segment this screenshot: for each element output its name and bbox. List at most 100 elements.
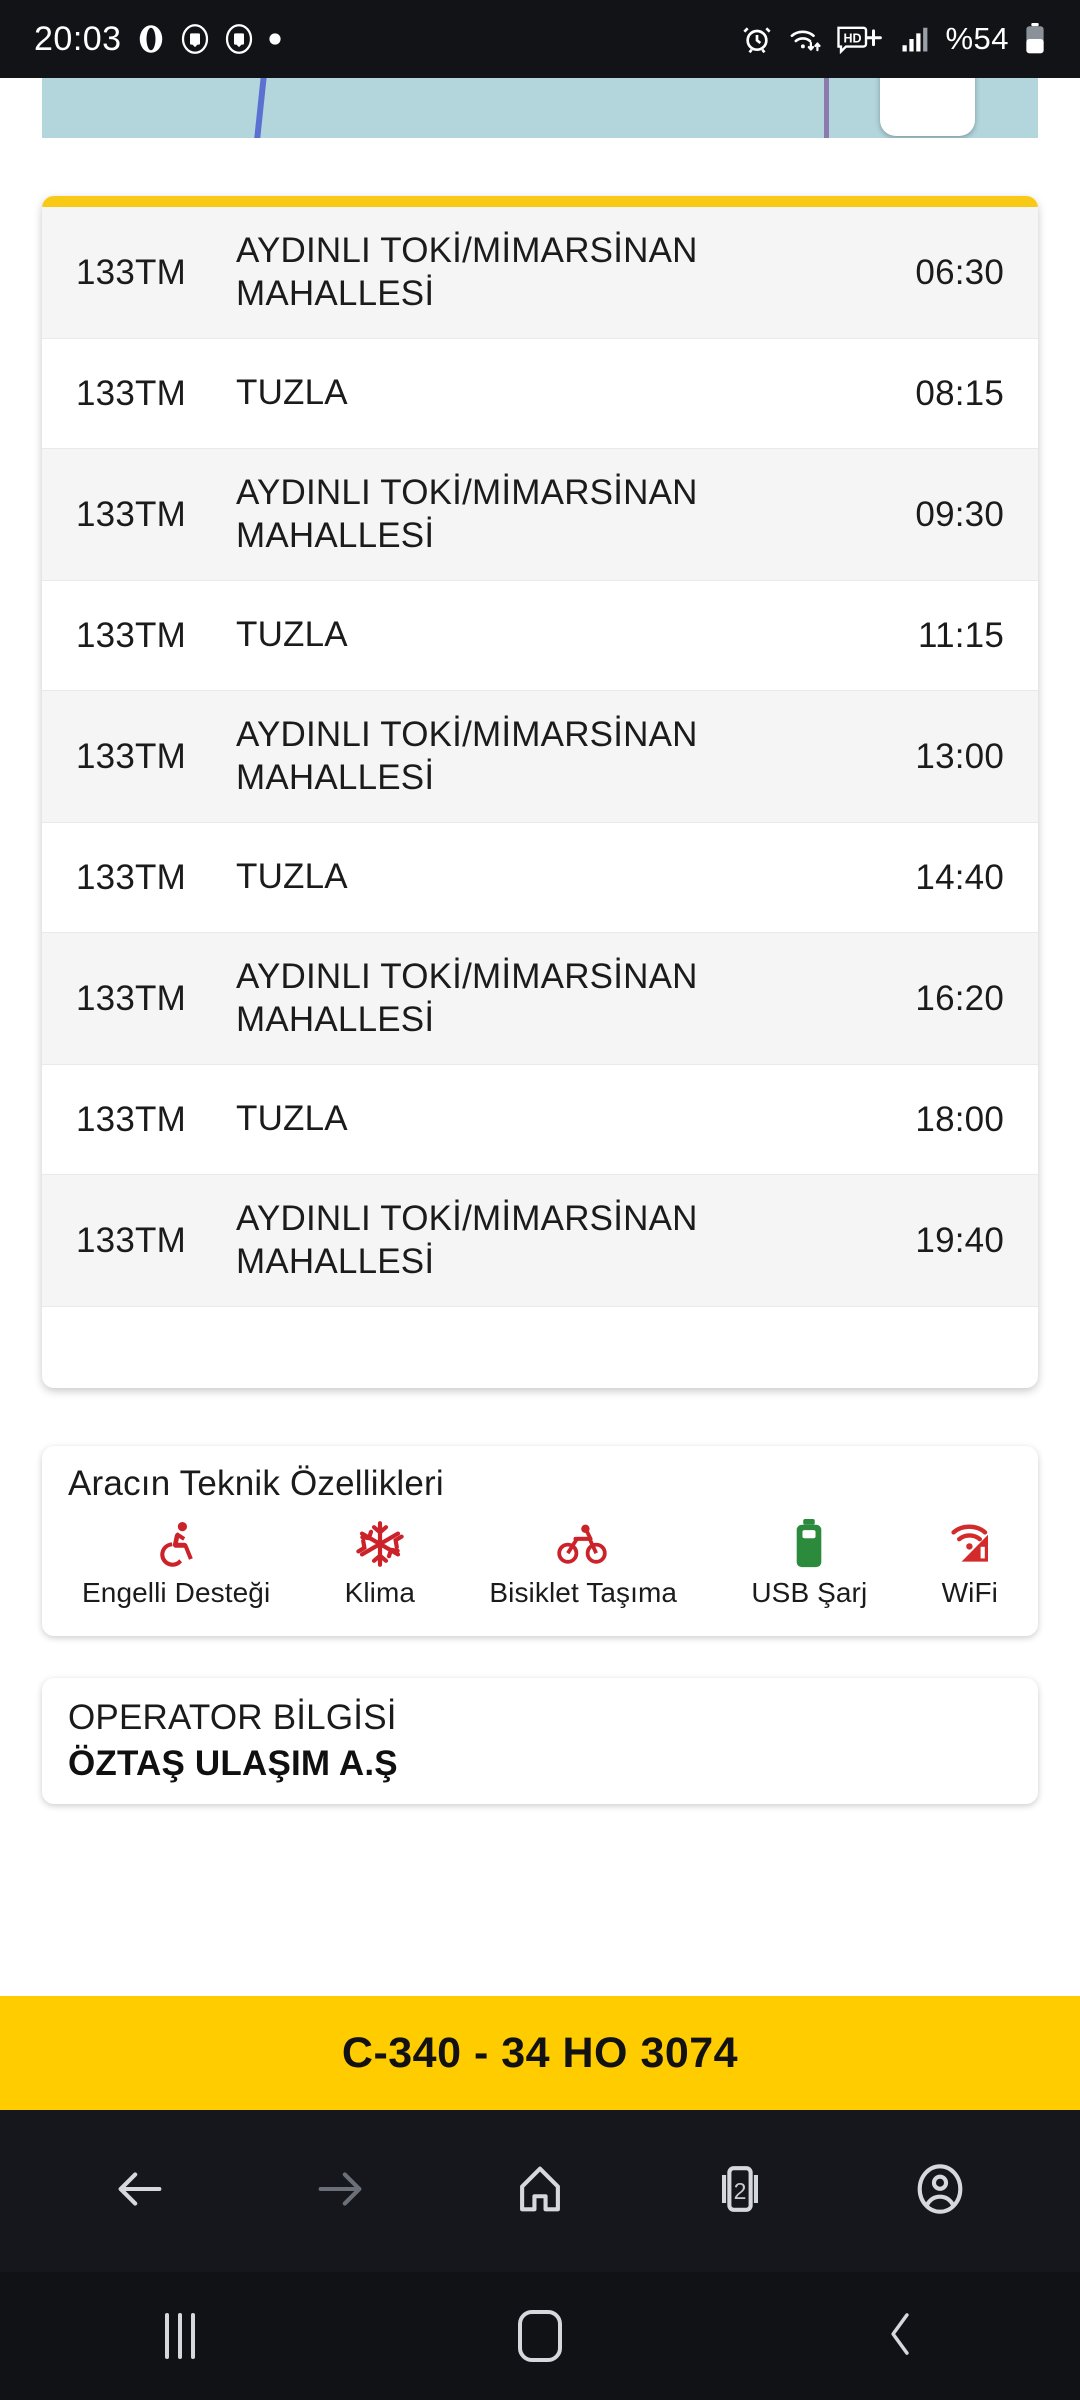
operator-name: ÖZTAŞ ULAŞIM A.Ş xyxy=(68,1744,398,1783)
departure-time: 16:20 xyxy=(915,978,1004,1018)
schedule-row[interactable]: 133TM AYDINLI TOKİ/MİMARSİNAN MAHALLESİ 16… xyxy=(42,933,1038,1065)
route-code: 133TM xyxy=(76,615,186,655)
schedule-row[interactable]: 133TM TUZLA 18:00 xyxy=(42,1065,1038,1175)
route-destination: TUZLA xyxy=(236,373,348,413)
dot-indicator-icon xyxy=(268,32,282,46)
status-bar-left: 20:03 xyxy=(34,20,282,59)
battery-percent: %54 xyxy=(945,21,1009,56)
battery-icon xyxy=(1024,23,1046,55)
download-badge-icon xyxy=(224,24,254,54)
route-destination: TUZLA xyxy=(236,615,348,655)
schedule-row-list[interactable]: 133TM AYDINLI TOKİ/MİMARSİNAN MAHALLESİ 06… xyxy=(42,207,1038,1307)
schedule-row[interactable]: 133TM AYDINLI TOKİ/MİMARSİNAN MAHALLESİ 06… xyxy=(42,207,1038,339)
map-recenter-button[interactable] xyxy=(880,78,975,136)
route-destination: AYDINLI TOKİ/MİMARSİNAN MAHALLESİ xyxy=(236,1198,698,1281)
departure-time: 06:30 xyxy=(915,252,1004,292)
operator-label: OPERATOR BİLGİSİ xyxy=(68,1698,397,1737)
route-code: 133TM xyxy=(76,978,186,1018)
feature-item: WiFi xyxy=(942,1518,998,1609)
features-list: Engelli Desteği Klima Bisiklet Taşıma US… xyxy=(68,1518,1012,1609)
wifi-icon xyxy=(788,23,822,55)
route-destination: AYDINLI TOKİ/MİMARSİNAN MAHALLESİ xyxy=(236,956,698,1039)
svg-text:HD: HD xyxy=(844,31,862,45)
schedule-row[interactable]: 133TM AYDINLI TOKİ/MİMARSİNAN MAHALLESİ 13… xyxy=(42,691,1038,823)
schedule-accent-bar xyxy=(42,196,1038,207)
route-destination: AYDINLI TOKİ/MİMARSİNAN MAHALLESİ xyxy=(236,230,698,313)
android-navigation-bar xyxy=(0,2272,1080,2400)
departure-time: 18:00 xyxy=(915,1099,1004,1139)
status-bar-right: HD %54 xyxy=(741,21,1046,57)
feature-label: Engelli Desteği xyxy=(82,1577,271,1608)
feature-label: USB Şarj xyxy=(751,1577,868,1608)
route-code: 133TM xyxy=(76,252,186,292)
nav-back-button[interactable] xyxy=(840,2291,960,2381)
battery-icon xyxy=(790,1518,828,1570)
browser-forward-button[interactable] xyxy=(285,2136,395,2246)
route-code: 133TM xyxy=(76,494,186,534)
arrow-right-icon xyxy=(311,2160,369,2223)
schedule-card: 133TM AYDINLI TOKİ/MİMARSİNAN MAHALLESİ 06… xyxy=(42,196,1038,1388)
tabs-icon xyxy=(711,2160,769,2223)
schedule-row[interactable]: 133TM TUZLA 14:40 xyxy=(42,823,1038,933)
route-code: 133TM xyxy=(76,1220,186,1260)
browser-tabs-button[interactable]: 2 xyxy=(685,2136,795,2246)
browser-account-button[interactable] xyxy=(885,2136,995,2246)
departure-time: 09:30 xyxy=(915,494,1004,534)
account-icon xyxy=(911,2160,969,2223)
feature-item: USB Şarj xyxy=(751,1518,867,1609)
feature-label: Bisiklet Taşıma xyxy=(489,1577,678,1608)
arrow-left-icon xyxy=(111,2160,169,2223)
operator-info-card: OPERATOR BİLGİSİ ÖZTAŞ ULAŞIM A.Ş xyxy=(42,1678,1038,1804)
map-secondary-line xyxy=(824,78,829,138)
opera-icon xyxy=(136,24,166,54)
feature-label: WiFi xyxy=(941,1577,998,1608)
vehicle-plate-bar: C-340 - 34 HO 3074 xyxy=(0,1996,1080,2110)
vehicle-plate-text: C-340 - 34 HO 3074 xyxy=(341,2028,739,2077)
wheelchair-icon xyxy=(152,1518,200,1570)
route-destination: TUZLA xyxy=(236,857,348,897)
browser-back-button[interactable] xyxy=(85,2136,195,2246)
schedule-row[interactable]: 133TM AYDINLI TOKİ/MİMARSİNAN MAHALLESİ 09… xyxy=(42,449,1038,581)
nav-home-button[interactable] xyxy=(480,2291,600,2381)
vehicle-features-card: Aracın Teknik Özellikleri Engelli Desteğ… xyxy=(42,1446,1038,1636)
route-destination: TUZLA xyxy=(236,1099,348,1139)
route-code: 133TM xyxy=(76,373,186,413)
route-code: 133TM xyxy=(76,736,186,776)
wifi-signal-icon xyxy=(946,1518,994,1570)
clock: 20:03 xyxy=(34,19,122,58)
schedule-row[interactable]: 133TM TUZLA 11:15 xyxy=(42,581,1038,691)
feature-item: Engelli Desteği xyxy=(82,1518,270,1609)
departure-time: 14:40 xyxy=(915,857,1004,897)
signal-bars-icon xyxy=(900,24,930,54)
schedule-row[interactable]: 133TM AYDINLI TOKİ/MİMARSİNAN MAHALLESİ 19… xyxy=(42,1175,1038,1307)
features-title: Aracın Teknik Özellikleri xyxy=(68,1464,444,1503)
feature-label: Klima xyxy=(344,1577,416,1608)
browser-toolbar: 2 xyxy=(0,2110,1080,2272)
browser-home-button[interactable] xyxy=(485,2136,595,2246)
route-destination: AYDINLI TOKİ/MİMARSİNAN MAHALLESİ xyxy=(236,472,698,555)
home-square-icon xyxy=(518,2310,562,2362)
nav-recents-button[interactable] xyxy=(120,2291,240,2381)
schedule-row[interactable]: 133TM TUZLA 08:15 xyxy=(42,339,1038,449)
departure-time: 08:15 xyxy=(915,373,1004,413)
route-code: 133TM xyxy=(76,857,186,897)
chevron-left-icon xyxy=(879,2308,921,2365)
route-destination: AYDINLI TOKİ/MİMARSİNAN MAHALLESİ xyxy=(236,714,698,797)
feature-item: Bisiklet Taşıma xyxy=(489,1518,677,1609)
tab-count: 2 xyxy=(733,2177,747,2204)
bicycle-icon xyxy=(557,1518,609,1570)
download-badge-icon xyxy=(180,24,210,54)
map-route-line xyxy=(250,78,270,138)
map-preview[interactable] xyxy=(42,78,1038,138)
route-code: 133TM xyxy=(76,1099,186,1139)
recents-icon xyxy=(165,2313,195,2359)
hd-plus-icon: HD xyxy=(837,24,885,55)
status-bar: 20:03 xyxy=(0,0,1080,78)
feature-item: Klima xyxy=(345,1518,416,1609)
alarm-icon xyxy=(741,23,773,55)
departure-time: 11:15 xyxy=(918,615,1004,655)
home-icon xyxy=(511,2160,569,2223)
departure-time: 19:40 xyxy=(915,1220,1004,1260)
departure-time: 13:00 xyxy=(915,736,1004,776)
